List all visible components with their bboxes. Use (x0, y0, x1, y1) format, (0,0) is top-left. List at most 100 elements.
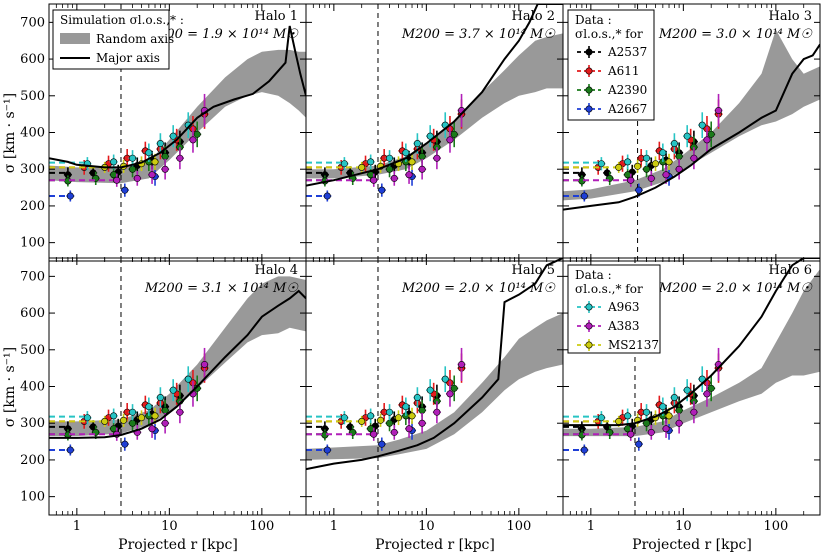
x-axis-label-1: Projected r [kpc] (118, 537, 238, 553)
ytick-label: 500 (20, 89, 45, 104)
legend-data2-title: Data : (575, 268, 612, 282)
legend-label-MS2137: MS2137 (608, 338, 659, 352)
point-A2667-halo-6 (635, 440, 643, 448)
point-MS2137-halo-5 (358, 417, 366, 425)
legend-swatch-marker-A611 (585, 67, 593, 75)
legend-sim-item-random: Random axis (96, 32, 174, 46)
ytick-label: 700 (20, 269, 45, 284)
point-A963-halo-4 (169, 386, 177, 394)
legend-data-2: Data : σl.o.s.,* for A963 A383 MS2137 (567, 264, 661, 354)
legend-swatch-marker-A2667 (585, 105, 593, 113)
point-A383-halo-5 (405, 425, 413, 433)
point-A2390-halo-2 (386, 165, 394, 173)
panel-halo-5: 1 10 100 Halo 5 M200 = 2.0 × 10¹⁴ M☉ (305, 257, 564, 534)
point-A2667-halo-2 (323, 192, 331, 200)
point-A383-halo-6 (647, 428, 655, 436)
legend-data1-title: Data : (575, 13, 612, 27)
point-A963-halo-3 (659, 149, 667, 157)
ytick-label: 500 (20, 343, 45, 358)
point-A383-halo-1 (176, 154, 184, 162)
ytick-label: 600 (20, 306, 45, 321)
major-axis-line-halo-3 (563, 43, 820, 211)
major-axis-line-halo-5 (306, 258, 563, 471)
point-A383-halo-6 (662, 425, 670, 433)
point-A383-halo-2 (418, 165, 426, 173)
panel-halo-3: Halo 3 M200 = 3.0 × 10¹⁴ M☉ (562, 3, 821, 262)
point-A963-halo-2 (413, 140, 421, 148)
panel-halo-1: 100 200 300 400 500 600 700 Halo 1 M200 = 1.9 × … (20, 3, 307, 262)
point-A2667-halo-5 (378, 440, 386, 448)
point-A2390-halo-1 (129, 165, 137, 173)
major-axis-line-halo-4 (49, 289, 306, 439)
legend-data2-subtitle: σl.o.s.,* for (575, 282, 643, 296)
legend-label-A383: A383 (607, 319, 640, 333)
xtick-label: 10 (418, 519, 435, 534)
xtick-label: 1 (587, 519, 595, 534)
point-A2667-halo-2 (378, 186, 386, 194)
xtick-label: 10 (161, 519, 178, 534)
point-A383-halo-3 (703, 136, 711, 144)
point-A963-halo-4 (145, 403, 153, 411)
point-A383-halo-4 (201, 360, 209, 368)
point-A963-halo-1 (156, 140, 164, 148)
legend-data1-subtitle: σl.o.s.,* for (575, 27, 643, 41)
point-A963-halo-1 (110, 158, 118, 166)
point-A963-halo-1 (129, 154, 137, 162)
point-A2390-halo-2 (450, 130, 458, 138)
halo-title-5: Halo 5 (512, 263, 555, 278)
point-A963-halo-6 (643, 408, 651, 416)
point-A2667-halo-3 (635, 186, 643, 194)
point-A963-halo-4 (129, 408, 137, 416)
point-A963-halo-2 (367, 158, 375, 166)
point-A963-halo-5 (402, 403, 410, 411)
point-A383-halo-1 (133, 174, 141, 182)
major-axis-line-halo-1 (49, 25, 306, 169)
y-axis-label-bottom: σ [km · s⁻¹] (2, 347, 18, 427)
xtick-label: 1 (73, 519, 81, 534)
point-A963-halo-3 (670, 140, 678, 148)
ytick-label: 100 (20, 490, 45, 505)
xtick-label: 100 (763, 519, 788, 534)
legend-sim-title: Simulation σl.o.s.,* : (60, 13, 184, 27)
point-MS2137-halo-4 (101, 417, 109, 425)
legend-label-A2667: A2667 (607, 102, 647, 116)
y-axis-label-top: σ [km · s⁻¹] (2, 93, 18, 173)
point-A963-halo-5 (426, 386, 434, 394)
point-A963-halo-5 (367, 412, 375, 420)
point-A2390-halo-4 (129, 419, 137, 427)
point-A383-halo-4 (161, 419, 169, 427)
panel-halo-4: 100 200 300 400 500 600 700 1 10 100 Halo 4 M200 = … (20, 257, 307, 534)
random-axis-band-halo-5 (306, 313, 563, 460)
point-A383-halo-6 (690, 408, 698, 416)
point-MS2137-halo-6 (665, 412, 673, 420)
point-A963-halo-4 (184, 375, 192, 383)
point-A963-halo-3 (624, 158, 632, 166)
point-A383-halo-1 (148, 171, 156, 179)
point-A383-halo-1 (189, 136, 197, 144)
point-A383-halo-4 (148, 425, 156, 433)
legend-label-A2390: A2390 (607, 83, 647, 97)
legend-label-A611: A611 (607, 64, 640, 78)
point-A963-halo-6 (597, 414, 605, 422)
point-MS2137-halo-3 (665, 158, 673, 166)
point-A2390-halo-6 (707, 384, 715, 392)
halo-title-6: Halo 6 (769, 263, 812, 278)
point-A383-halo-6 (675, 419, 683, 427)
xtick-label: 10 (675, 519, 692, 534)
point-A383-halo-2 (370, 176, 378, 184)
point-MS2137-halo-2 (358, 163, 366, 171)
point-A2667-halo-3 (580, 192, 588, 200)
point-A383-halo-3 (690, 154, 698, 162)
x-axis-label-3: Projected r [kpc] (632, 537, 752, 553)
point-A963-halo-4 (110, 412, 118, 420)
halo-mass-3: M200 = 3.0 × 10¹⁴ M☉ (658, 27, 814, 42)
point-A963-halo-5 (386, 408, 394, 416)
ytick-label: 300 (20, 162, 45, 177)
point-A2667-halo-1 (121, 186, 129, 194)
xtick-label: 100 (506, 519, 531, 534)
point-A2390-halo-5 (418, 406, 426, 414)
point-A2390-halo-3 (643, 165, 651, 173)
point-A383-halo-3 (662, 171, 670, 179)
point-A2667-halo-4 (121, 440, 129, 448)
frame-halo-2 (305, 3, 564, 262)
